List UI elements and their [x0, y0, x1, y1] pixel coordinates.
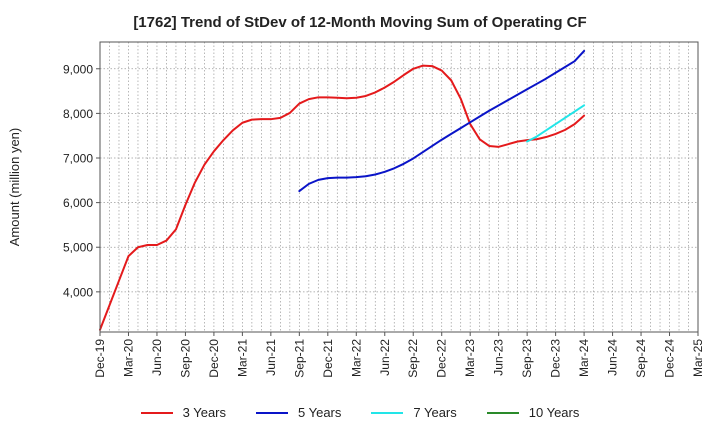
x-tick-label: Sep-22	[406, 339, 420, 378]
x-tick-label: Dec-23	[549, 339, 563, 378]
x-tick-label: Sep-23	[520, 339, 534, 378]
x-tick-label: Sep-21	[292, 339, 306, 378]
x-tick-label: Dec-20	[207, 339, 221, 378]
series-line-5-years	[298, 49, 586, 193]
legend-label: 7 Years	[413, 405, 457, 420]
legend-swatch	[140, 411, 173, 414]
series-line-7-years	[526, 104, 586, 143]
legend-label: 3 Years	[182, 405, 226, 420]
x-tick-label: Dec-24	[663, 339, 677, 378]
x-tick-label: Jun-23	[492, 339, 506, 376]
legend: 3 Years 5 Years 7 Years 10 Years	[0, 405, 720, 420]
legend-swatch	[486, 411, 519, 414]
series-lines	[99, 49, 586, 331]
legend-item-7-years: 7 Years	[371, 405, 457, 420]
y-tick-label: 6,000	[63, 196, 93, 210]
legend-label: 10 Years	[528, 405, 580, 420]
series-line-3-years	[99, 64, 586, 331]
legend-swatch	[371, 411, 404, 414]
grid	[100, 42, 698, 332]
legend-item-5-years: 5 Years	[256, 405, 341, 420]
y-tick-label: 4,000	[63, 285, 93, 299]
x-tick-label: Mar-23	[463, 339, 477, 377]
y-tick-label: 8,000	[63, 107, 93, 121]
x-tick-label: Mar-25	[691, 339, 705, 377]
x-axis-ticks: Dec-19 Mar-20 Jun-20 Sep-20 Dec-20 Mar-21 Jun-…	[93, 332, 705, 378]
x-tick-label: Dec-19	[93, 339, 107, 378]
x-tick-label: Jun-20	[150, 339, 164, 376]
x-tick-label: Mar-22	[349, 339, 363, 377]
x-tick-label: Mar-21	[235, 339, 249, 377]
legend-item-10-years: 10 Years	[486, 405, 580, 420]
x-tick-label: Dec-21	[321, 339, 335, 378]
x-tick-label: Jun-21	[264, 339, 278, 376]
chart-title: [1762] Trend of StDev of 12-Month Moving…	[133, 14, 587, 31]
x-tick-label: Sep-24	[634, 339, 648, 378]
legend-swatch	[256, 411, 288, 414]
plot-frame	[99, 41, 699, 333]
y-axis-ticks: 4,000 5,000 6,000 7,000 8,000 9,000	[63, 62, 100, 299]
x-tick-label: Dec-22	[435, 339, 449, 378]
x-tick-label: Jun-22	[378, 339, 392, 376]
legend-item-3-years: 3 Years	[140, 405, 226, 420]
x-tick-label: Mar-20	[121, 339, 135, 377]
y-axis-label: Amount (million yen)	[7, 128, 22, 247]
x-tick-label: Jun-24	[606, 339, 620, 376]
y-tick-label: 5,000	[63, 241, 93, 255]
legend-label: 5 Years	[298, 405, 342, 420]
y-tick-label: 9,000	[63, 62, 93, 76]
x-tick-label: Sep-20	[178, 339, 192, 378]
x-tick-label: Mar-24	[577, 339, 591, 377]
y-tick-label: 7,000	[63, 152, 93, 166]
